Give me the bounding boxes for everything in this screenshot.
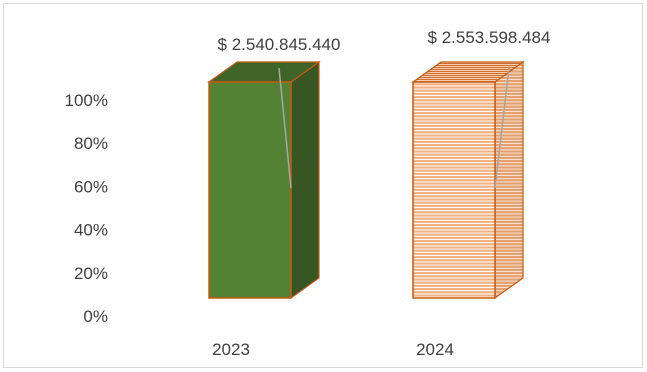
bar-front-2024 xyxy=(412,81,496,299)
y-tick-label: 60% xyxy=(74,177,108,196)
y-tick-label: 20% xyxy=(74,264,108,283)
chart-area xyxy=(3,3,643,368)
bar-2024 xyxy=(411,60,525,300)
leader-line-2023 xyxy=(278,67,292,189)
data-labels: $ 2.540.845.440 $ 2.553.598.484 xyxy=(218,28,551,54)
y-axis-ticks: 0% 20% 40% 60% 80% 100% xyxy=(65,91,108,326)
x-tick-label: 2024 xyxy=(416,340,454,359)
x-axis-ticks: 2023 2024 xyxy=(212,340,454,359)
bar-side-2023 xyxy=(290,60,320,300)
y-tick-label: 40% xyxy=(74,221,108,240)
y-tick-label: 100% xyxy=(65,91,108,110)
bars xyxy=(207,60,525,300)
y-tick-label: 80% xyxy=(74,134,108,153)
y-tick-label: 0% xyxy=(83,307,108,326)
leader-line-2024 xyxy=(494,67,510,189)
data-label: $ 2.540.845.440 xyxy=(218,35,341,54)
x-tick-label: 2023 xyxy=(212,340,250,359)
bar-2023 xyxy=(207,60,321,300)
bar-front-2023 xyxy=(208,81,292,299)
bar-side-2024 xyxy=(494,60,524,300)
data-label: $ 2.553.598.484 xyxy=(428,28,551,47)
